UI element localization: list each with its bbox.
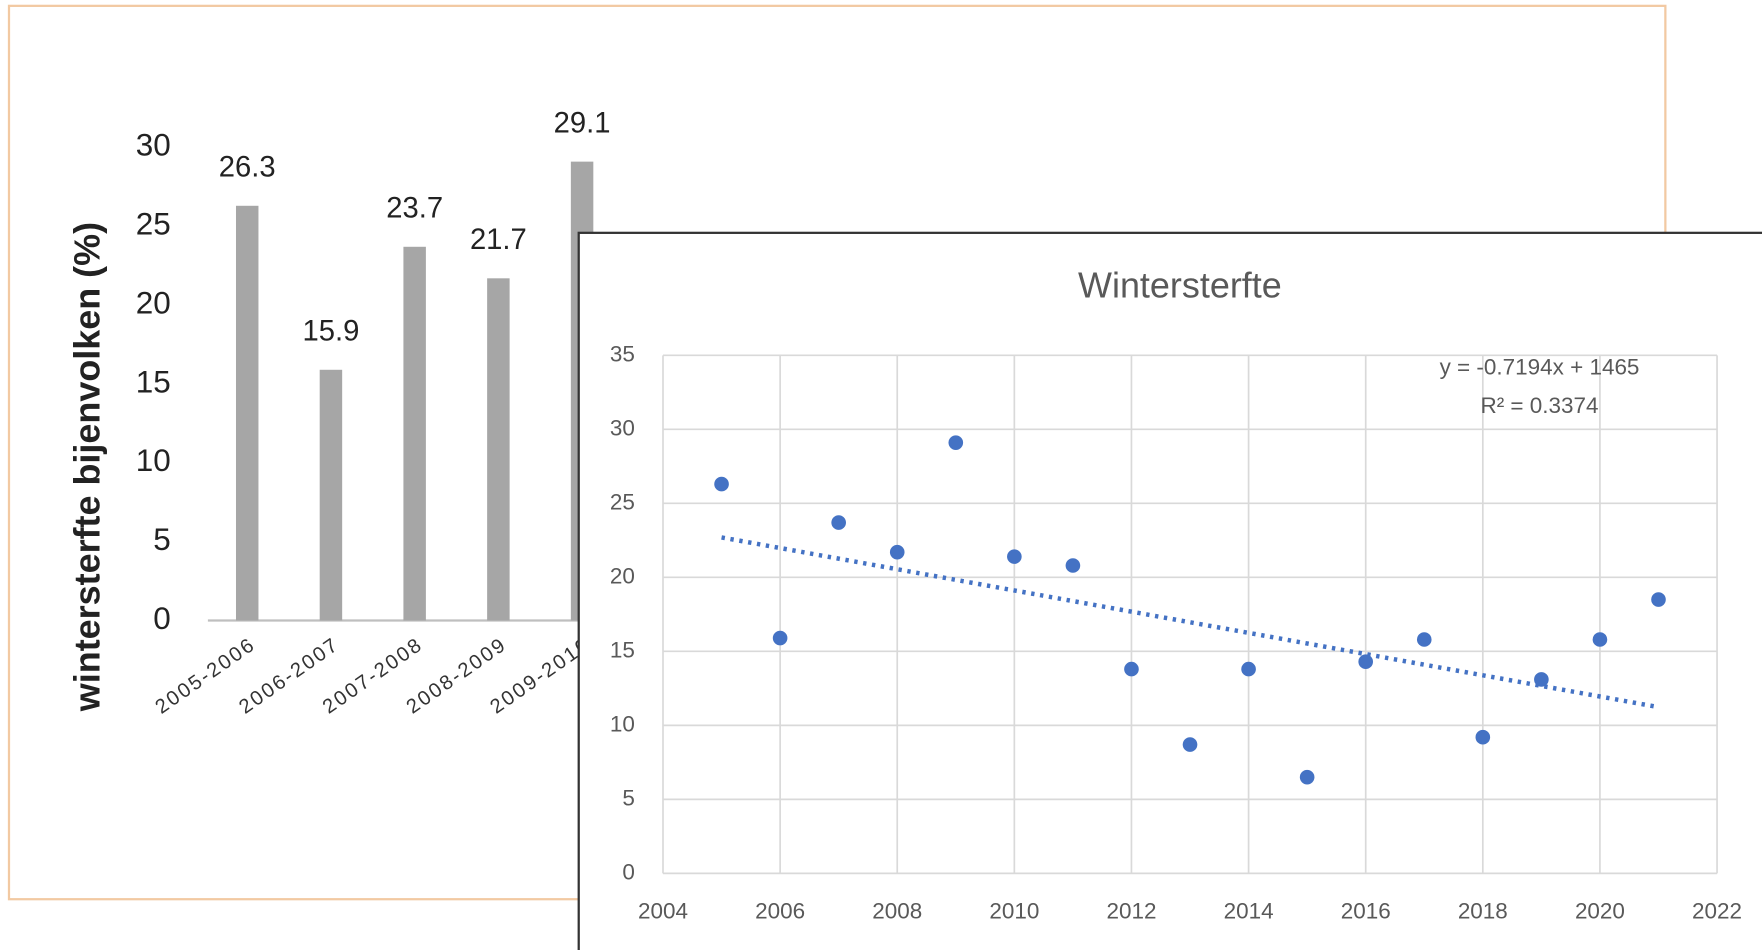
- y-tick-label: 25: [136, 207, 171, 242]
- bar: [319, 369, 343, 621]
- y-tick-label: 20: [610, 563, 635, 588]
- y-tick-label: 30: [136, 128, 171, 163]
- trendline: [721, 535, 1659, 710]
- data-point: [1416, 632, 1432, 647]
- value-label: 21.7: [470, 224, 527, 256]
- y-tick-label: 5: [153, 522, 171, 557]
- x-tick-label: 2016: [1341, 899, 1391, 924]
- data-point: [831, 515, 846, 530]
- y-tick-label: 5: [622, 785, 635, 810]
- y-tick-label: 20: [136, 285, 171, 320]
- y-tick-label: 30: [610, 415, 635, 440]
- x-tick-label: 2020: [1575, 899, 1625, 924]
- x-tick-label: 2004: [638, 899, 688, 924]
- trendline-annotation: y = -0.7194x + 1465: [1440, 355, 1640, 380]
- y-tick-label: 0: [153, 601, 171, 636]
- chart-title: Wintersterfte: [1078, 264, 1282, 305]
- data-point: [1007, 549, 1022, 564]
- scatter-chart-panel: Wintersterfte 0 5 10 15 20 25 30 35 2004 2006 2008…: [577, 231, 1762, 950]
- bar: [487, 278, 510, 621]
- bar: [235, 205, 259, 621]
- x-tick-label: 2022: [1692, 899, 1742, 924]
- value-label: 15.9: [303, 315, 360, 347]
- x-tick-label: 2006: [755, 899, 805, 924]
- data-point: [1299, 769, 1315, 785]
- value-label: 29.1: [554, 107, 611, 139]
- x-tick-label: 2008: [872, 899, 922, 924]
- x-tick-label: 2014: [1224, 899, 1274, 924]
- scatter-chart-frame: [577, 231, 1762, 950]
- y-tick-label: 25: [610, 489, 635, 514]
- value-label: 23.7: [386, 192, 443, 224]
- data-point: [1241, 661, 1256, 677]
- data-point: [714, 476, 729, 492]
- data-point: [1358, 654, 1374, 670]
- data-point: [772, 630, 788, 646]
- data-point: [1651, 592, 1666, 607]
- bar: [403, 246, 426, 621]
- x-tick-label: 2010: [989, 899, 1039, 924]
- data-point: [948, 435, 964, 450]
- data-point: [1182, 737, 1198, 752]
- y-tick-label: 15: [136, 364, 171, 399]
- y-tick-label: 15: [610, 637, 635, 662]
- data-point: [1124, 661, 1139, 677]
- y-tick-label: 35: [610, 341, 635, 366]
- y-tick-label: 10: [610, 711, 635, 736]
- value-label: 26.3: [219, 151, 276, 183]
- data-point: [889, 544, 905, 560]
- y-axis-label: wintersterfte bijenvolken (%): [66, 222, 107, 712]
- data-point: [1475, 729, 1491, 745]
- x-tick-label: 2018: [1458, 899, 1508, 924]
- y-tick-label: 0: [622, 859, 635, 884]
- data-point: [1592, 632, 1608, 647]
- trendline-annotation: R² = 0.3374: [1480, 393, 1598, 418]
- x-tick-label: 2012: [1106, 899, 1156, 924]
- y-tick-label: 10: [136, 443, 171, 478]
- data-point: [1065, 558, 1081, 573]
